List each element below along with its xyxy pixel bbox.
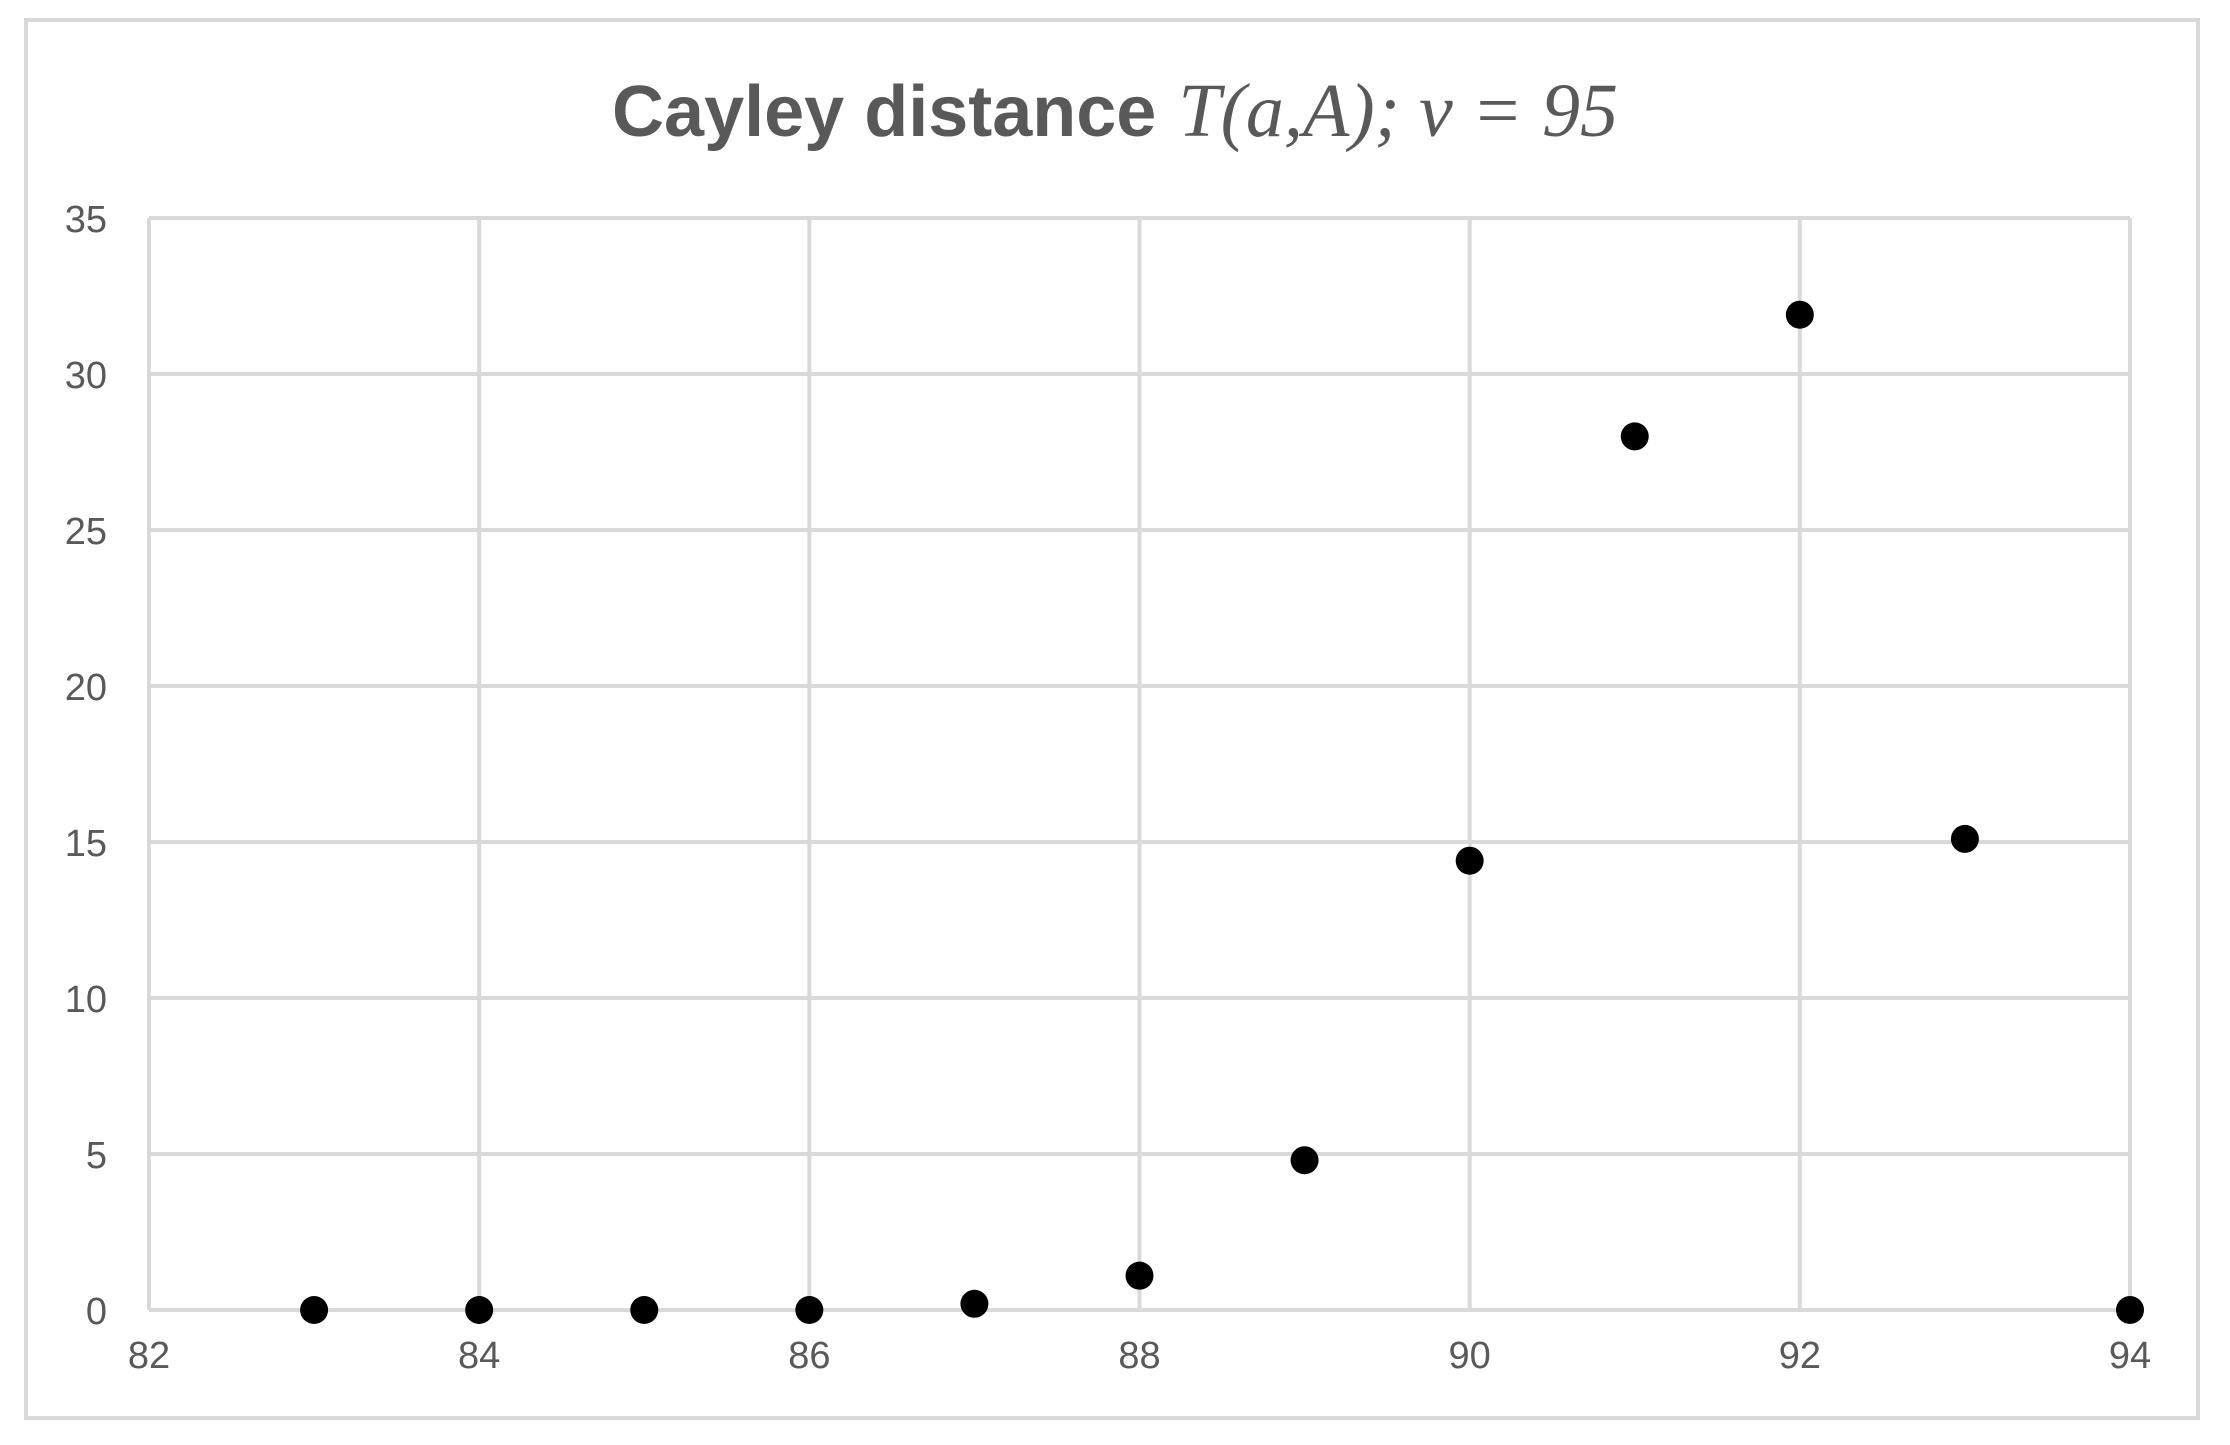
y-tick-label-25: 25 — [65, 511, 107, 553]
x-tick-label-92: 92 — [1779, 1335, 1821, 1377]
data-point-85 — [630, 1296, 659, 1324]
data-point-86 — [795, 1296, 824, 1324]
y-tick-label-10: 10 — [65, 979, 107, 1021]
y-tick-label-15: 15 — [65, 823, 107, 865]
data-point-87 — [960, 1289, 989, 1318]
x-tick-label-82: 82 — [128, 1335, 170, 1377]
data-point-93 — [1950, 824, 1979, 853]
data-point-94 — [2116, 1296, 2144, 1324]
tick-labels: 82 84 86 88 90 92 94 0 5 10 15 20 25 30 35 — [65, 199, 2151, 1377]
data-point-92 — [1785, 300, 1814, 329]
x-tick-label-86: 86 — [788, 1335, 830, 1377]
chart-title: Cayley distance T(a,A); v = 95 — [612, 69, 1618, 153]
x-tick-label-94: 94 — [2109, 1335, 2151, 1377]
x-tick-label-90: 90 — [1449, 1335, 1491, 1377]
x-tick-label-88: 88 — [1118, 1335, 1160, 1377]
chart-title-math: T(a,A); v = 95 — [1178, 69, 1618, 153]
y-tick-label-5: 5 — [86, 1135, 107, 1177]
data-point-90 — [1455, 846, 1484, 875]
data-point-83 — [300, 1296, 329, 1324]
data-point-91 — [1620, 422, 1649, 451]
chart-frame — [24, 18, 2200, 1420]
y-tick-label-35: 35 — [65, 199, 107, 241]
data-point-84 — [465, 1296, 494, 1324]
data-point-88 — [1125, 1261, 1154, 1290]
x-tick-label-84: 84 — [458, 1335, 500, 1377]
y-tick-label-30: 30 — [65, 355, 107, 397]
grid — [147, 216, 2132, 1312]
chart-title-main: Cayley distance — [612, 72, 1156, 152]
data-point-89 — [1290, 1146, 1319, 1175]
data-points — [300, 300, 2144, 1324]
y-tick-label-0: 0 — [86, 1291, 107, 1333]
y-tick-label-20: 20 — [65, 667, 107, 709]
